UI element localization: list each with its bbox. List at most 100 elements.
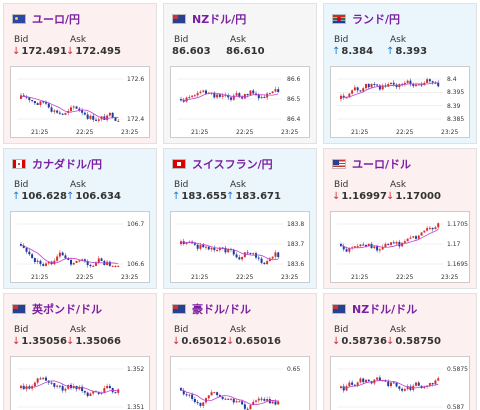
currency-pair-name[interactable]: 英ポンド/ドル xyxy=(32,303,103,316)
candle-body xyxy=(227,95,230,98)
x-tick-label: 22:25 xyxy=(76,129,94,136)
candle-body xyxy=(50,382,53,384)
candle-body xyxy=(263,96,266,98)
candle-body xyxy=(241,401,244,405)
candle-body xyxy=(376,377,379,380)
ask-price: ↑183.671 xyxy=(226,191,281,202)
candlestick-chart xyxy=(177,368,283,410)
currency-pair-name[interactable]: NZドル/ドル xyxy=(352,303,418,316)
x-tick-label: 22:25 xyxy=(396,129,414,136)
flag-icon xyxy=(332,14,346,24)
candle-body xyxy=(188,394,191,396)
arrow-down-icon: ↓ xyxy=(332,191,341,202)
moving-average-line xyxy=(20,96,119,119)
currency-pair-name[interactable]: スイスフラン/円 xyxy=(192,158,273,171)
candle-body xyxy=(387,243,390,245)
ask-value: 183.671 xyxy=(235,191,281,202)
candle-body xyxy=(185,97,188,102)
candle-body xyxy=(67,384,70,389)
card-title-row: カナダドル/円 xyxy=(12,157,102,171)
ask-label: Ask xyxy=(390,180,407,190)
rate-card[interactable]: カナダドル/円 Bid Ask ↑106.628 ↑106.634 106.7 106.6 2… xyxy=(3,148,157,289)
candle-body xyxy=(64,112,67,115)
rate-card[interactable]: ユーロ/ドル Bid Ask ↓1.16997 ↓1.17000 1.1705 1.17 1.… xyxy=(323,148,477,289)
mini-chart[interactable]: 1.352 1.351 xyxy=(10,356,150,410)
candle-body xyxy=(373,246,376,249)
ask-value: 0.58750 xyxy=(395,336,441,347)
mini-chart[interactable]: 106.7 106.6 21:25 22:25 23:25 xyxy=(10,211,150,283)
candle-body xyxy=(257,94,260,99)
candle-body xyxy=(97,119,100,121)
candle-body xyxy=(268,93,271,95)
candle-body xyxy=(390,82,392,85)
ask-price: ↓1.35066 xyxy=(66,336,121,347)
candle-body xyxy=(86,114,89,119)
candle-body xyxy=(61,386,64,391)
mini-chart[interactable]: 1.1705 1.17 1.1695 21:25 22:25 23:25 xyxy=(330,211,470,283)
rate-card[interactable]: NZドル/ドル Bid Ask ↓0.58736 ↓0.58750 0.5875 0.587 xyxy=(323,293,477,410)
rate-card[interactable]: 豪ドル/ドル Bid Ask ↓0.65012 ↓0.65016 0.65 xyxy=(163,293,317,410)
y-tick-label: 0.5875 xyxy=(447,366,468,373)
candle-body xyxy=(235,254,238,258)
ask-value: 106.634 xyxy=(75,191,121,202)
mini-chart[interactable]: 8.4 8.395 8.39 8.385 21:25 22:25 23:25 xyxy=(330,66,470,138)
candle-body xyxy=(232,249,235,255)
currency-pair-name[interactable]: ユーロ/円 xyxy=(32,13,81,26)
candle-body xyxy=(64,255,67,259)
candle-body xyxy=(86,392,89,397)
candle-body xyxy=(108,261,111,266)
candle-body xyxy=(415,236,417,239)
candle-body xyxy=(274,401,277,405)
candle-body xyxy=(398,386,401,389)
rate-card[interactable]: NZドル/円 Bid Ask 86.603 86.610 86.6 86.5 86.4 21:2… xyxy=(163,3,317,144)
bid-price: ↑183.655 xyxy=(172,191,227,202)
candle-body xyxy=(257,257,260,259)
currency-pair-name[interactable]: カナダドル/円 xyxy=(32,158,103,171)
moving-average-line xyxy=(340,380,439,389)
mini-chart[interactable]: 0.5875 0.587 xyxy=(330,356,470,410)
rate-card[interactable]: スイスフラン/円 Bid Ask ↑183.655 ↑183.671 183.8 183.7… xyxy=(163,148,317,289)
candle-body xyxy=(412,236,415,238)
x-tick-label: 23:25 xyxy=(441,274,459,281)
candle-body xyxy=(345,249,348,252)
bid-price: ↑8.384 xyxy=(332,46,373,57)
card-title-row: 豪ドル/ドル xyxy=(172,302,251,316)
ask-value: 8.393 xyxy=(395,46,428,57)
mini-chart[interactable]: 183.8 183.7 183.6 21:25 22:25 23:25 xyxy=(170,211,310,283)
bid-value: 106.628 xyxy=(21,191,67,202)
mini-chart[interactable]: 0.65 xyxy=(170,356,310,410)
candle-body xyxy=(409,386,412,390)
candle-body xyxy=(420,84,423,86)
candle-body xyxy=(362,244,365,246)
currency-pair-name[interactable]: NZドル/円 xyxy=(192,13,247,26)
candle-body xyxy=(31,100,34,102)
currency-pair-name[interactable]: ランド/円 xyxy=(352,13,401,26)
mini-chart[interactable]: 86.6 86.5 86.4 21:25 22:25 23:25 xyxy=(170,66,310,138)
candle-body xyxy=(403,241,406,243)
bid-value: 1.16997 xyxy=(341,191,387,202)
y-tick-label: 172.4 xyxy=(127,116,145,123)
rate-card[interactable]: 英ポンド/ドル Bid Ask ↓1.35056 ↓1.35066 1.352 1.351 xyxy=(3,293,157,410)
candle-body xyxy=(266,261,269,265)
candle-body xyxy=(103,388,106,393)
candle-body xyxy=(33,382,36,387)
rate-card[interactable]: ランド/円 Bid Ask ↑8.384 ↑8.393 8.4 8.395 8.39 8.385… xyxy=(323,3,477,144)
candle-body xyxy=(39,260,42,265)
x-tick-label: 22:25 xyxy=(236,274,254,281)
mini-chart[interactable]: 172.6 172.4 21:25 22:25 23:25 xyxy=(10,66,150,138)
candle-body xyxy=(249,90,252,96)
rate-card[interactable]: ユーロ/円 Bid Ask ↓172.491 ↓172.495 172.6 172.4 21:… xyxy=(3,3,157,144)
currency-pair-name[interactable]: ユーロ/ドル xyxy=(352,158,412,171)
candle-body xyxy=(218,94,221,97)
candle-body xyxy=(210,392,213,396)
candle-body xyxy=(353,87,356,91)
currency-pair-name[interactable]: 豪ドル/ドル xyxy=(192,303,252,316)
candle-body xyxy=(271,401,274,404)
arrow-down-icon: ↓ xyxy=(172,336,181,347)
candle-body xyxy=(238,93,241,98)
candle-body xyxy=(185,394,188,396)
candle-body xyxy=(45,377,47,381)
candle-body xyxy=(342,386,345,391)
candle-body xyxy=(437,82,440,87)
